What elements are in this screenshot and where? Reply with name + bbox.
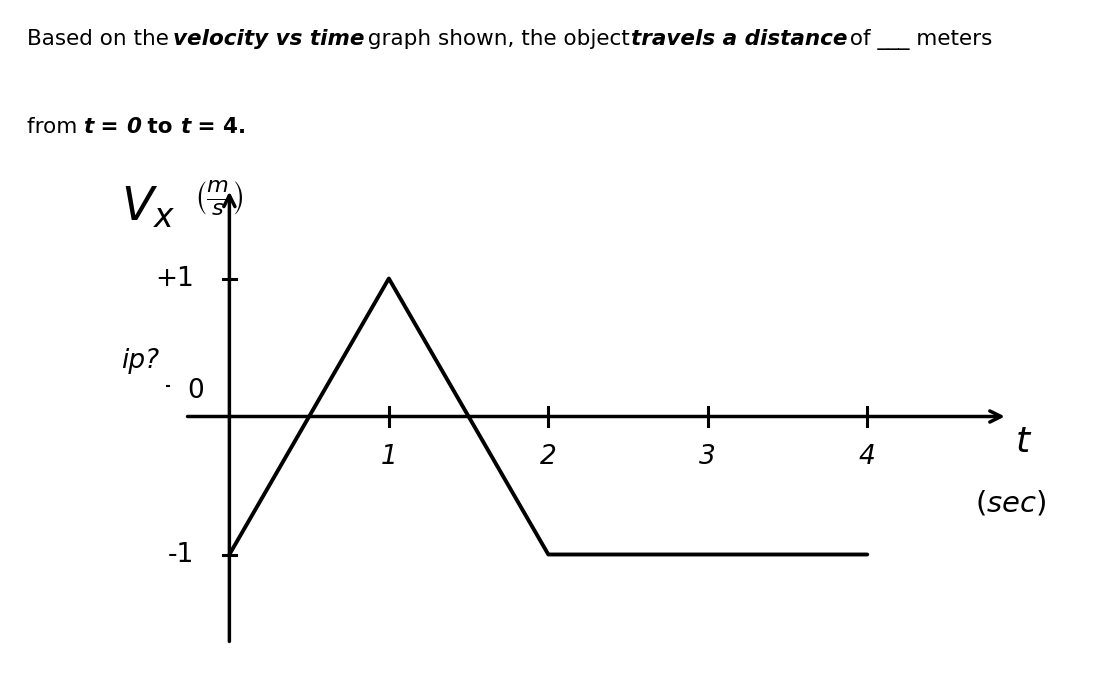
Text: t: t (180, 117, 190, 137)
Text: t: t (84, 117, 94, 137)
Text: 2: 2 (540, 444, 556, 470)
Text: $\left(\frac{m}{s}\right)$: $\left(\frac{m}{s}\right)$ (194, 179, 244, 218)
Text: $\it{V_x}$: $\it{V_x}$ (121, 185, 176, 230)
Text: velocity vs time: velocity vs time (173, 29, 364, 49)
Text: from: from (28, 117, 85, 137)
Text: 0: 0 (187, 378, 204, 404)
Text: to: to (140, 117, 180, 137)
Text: graph shown, the object: graph shown, the object (361, 29, 636, 49)
Text: 4: 4 (859, 444, 875, 470)
Text: Based on the: Based on the (28, 29, 176, 49)
Text: +1: +1 (156, 265, 194, 291)
Text: 3: 3 (700, 444, 716, 470)
Text: 0: 0 (126, 117, 140, 137)
Text: ip?: ip? (121, 349, 159, 375)
Text: travels a distance: travels a distance (630, 29, 848, 49)
Text: =: = (94, 117, 127, 137)
Text: = 4.: = 4. (190, 117, 246, 137)
Text: 1: 1 (381, 444, 397, 470)
Text: of ___ meters: of ___ meters (843, 29, 992, 50)
Text: -1: -1 (168, 542, 194, 568)
Text: $\it{t}$: $\it{t}$ (1015, 425, 1032, 458)
Text: $\it{(sec)}$: $\it{(sec)}$ (975, 489, 1047, 517)
